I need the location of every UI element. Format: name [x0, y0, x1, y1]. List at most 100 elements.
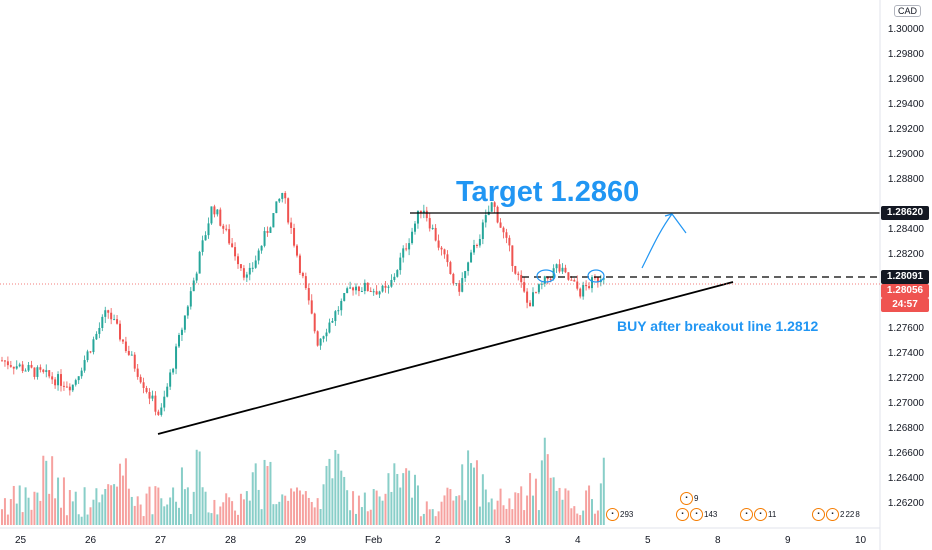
volume-bar: [475, 460, 478, 525]
volume-bar: [540, 460, 543, 525]
price-tick-label: 1.29800: [887, 49, 924, 61]
volume-bar: [251, 472, 254, 525]
resistance-circle-1[interactable]: [536, 269, 556, 283]
last-price-tag: 1.28056: [881, 284, 929, 298]
candle-body: [234, 247, 237, 257]
economic-event-badge[interactable]: ▪ 9: [680, 492, 698, 505]
candle-body: [514, 265, 517, 274]
candle-body: [517, 273, 520, 275]
currency-badge[interactable]: CAD: [894, 5, 922, 17]
volume-bar: [62, 477, 65, 525]
volume-bar: [68, 490, 71, 525]
volume-bar: [95, 488, 98, 525]
volume-bar: [104, 489, 107, 525]
candle-body: [231, 243, 234, 248]
volume-bar: [116, 486, 119, 525]
volume-bar: [408, 470, 411, 525]
volume-bar: [499, 488, 502, 525]
volume-bar: [1, 509, 3, 525]
candle-body: [57, 374, 60, 386]
event-count: 9: [694, 494, 699, 503]
candle-body: [216, 209, 219, 215]
candle-body: [180, 329, 183, 335]
volume-bar: [443, 495, 446, 525]
volume-bar: [390, 491, 393, 525]
candle-body: [48, 370, 51, 377]
candle-body: [160, 407, 163, 415]
candle-body: [508, 237, 511, 246]
volume-bar: [301, 494, 304, 525]
price-tick-label: 1.29400: [887, 99, 924, 111]
economic-event-badge[interactable]: ▪ ▪ 2 22 8: [812, 508, 860, 521]
volume-bar: [130, 496, 133, 525]
volume-bar: [248, 500, 251, 525]
candle-body: [284, 192, 287, 199]
economic-event-badge[interactable]: ▪ ▪ 143: [676, 508, 717, 521]
drawings[interactable]: [157, 212, 880, 435]
date-tick-label: 3: [505, 535, 511, 546]
volume-bar: [346, 490, 349, 525]
candle-body: [325, 332, 328, 337]
volume-bar: [396, 473, 399, 525]
volume-bar: [275, 504, 278, 525]
event-count: 293: [620, 510, 634, 519]
candle-body: [437, 240, 440, 248]
candle-body: [65, 386, 68, 388]
candle-body: [414, 223, 416, 232]
candle-body: [467, 262, 470, 272]
candle-body: [340, 300, 343, 311]
candle-body: [567, 272, 570, 280]
volume-bar: [387, 473, 390, 525]
volume-bar: [561, 499, 564, 525]
price-tick-label: 1.28200: [887, 248, 924, 260]
volume-bar: [446, 487, 449, 525]
volume-bar: [304, 491, 307, 525]
candle-body: [275, 201, 278, 214]
volume-bar: [505, 508, 508, 525]
candle-body: [1, 360, 3, 362]
economic-event-badge[interactable]: ▪ ▪ 11: [740, 508, 776, 521]
target-arrow[interactable]: [641, 213, 687, 269]
volume-bar: [534, 478, 537, 525]
volume-bar: [192, 491, 195, 525]
candle-body: [534, 292, 537, 294]
date-tick-label: 4: [575, 535, 581, 546]
volume-bar: [470, 463, 473, 525]
volume-bar: [422, 513, 425, 525]
volume-bar: [169, 497, 172, 525]
candle-body: [287, 198, 290, 223]
target-annotation[interactable]: Target 1.2860: [456, 176, 640, 208]
price-tick-label: 1.29600: [887, 74, 924, 86]
candle-body: [576, 281, 579, 289]
volume-bar: [201, 487, 204, 525]
candle-body: [30, 364, 33, 368]
buy-annotation[interactable]: BUY after breakout line 1.2812: [617, 318, 819, 334]
volume-bar: [496, 500, 499, 525]
candle-body: [493, 202, 496, 207]
bar-countdown-tag: 24:57: [881, 298, 929, 312]
candle-body: [526, 291, 529, 303]
volume-bar: [532, 495, 534, 525]
volume-bar: [124, 458, 127, 525]
candle-body: [307, 288, 310, 301]
candle-body: [201, 240, 204, 252]
resistance-circle-2[interactable]: [587, 269, 605, 283]
volume-bar: [121, 475, 124, 525]
candle-body: [369, 290, 372, 292]
candle-body: [490, 202, 493, 212]
economic-event-badge[interactable]: ▪ 293: [606, 508, 633, 521]
candle-body: [225, 228, 228, 230]
date-tick-label: 9: [785, 535, 791, 546]
volume-bar: [80, 516, 83, 525]
candle-body: [33, 367, 36, 377]
volume-bar: [455, 496, 458, 525]
candle-body: [355, 286, 357, 291]
candle-body: [269, 227, 272, 233]
volume-bar: [414, 474, 416, 525]
volume-bar: [520, 486, 523, 525]
candle-body: [461, 278, 464, 292]
volume-bar: [378, 496, 381, 525]
candle-body: [322, 336, 325, 339]
ascending-trendline[interactable]: [157, 281, 734, 435]
